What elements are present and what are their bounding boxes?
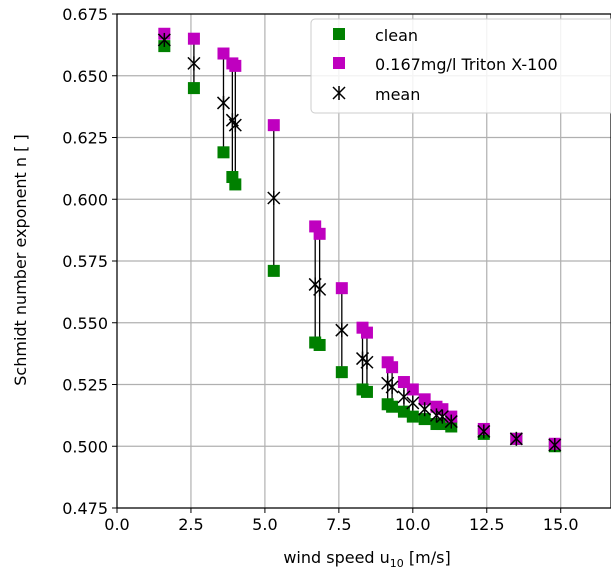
legend-marker-triton [333,57,345,69]
y-tick-label: 0.475 [62,499,108,518]
data-markers [157,27,562,453]
x-tick-label: 2.5 [178,515,203,534]
axis-ticks: 0.0 2.5 5.0 7.5 10.0 12.5 15.0 0.475 0.500 0.525 0… [62,5,578,534]
mean-marker [360,355,374,370]
triton-marker [386,361,399,374]
y-tick-label: 0.675 [62,5,108,24]
mean-marker [444,414,458,429]
y-tick-label: 0.525 [62,376,108,395]
mean-marker [313,282,327,297]
x-tick-label: 12.5 [469,515,505,534]
y-tick-label: 0.550 [62,314,108,333]
clean-marker [335,366,348,379]
mean-marker [187,56,201,71]
clean-marker [418,413,431,426]
triton-marker [229,59,242,72]
y-tick-label: 0.650 [62,67,108,86]
clean-marker [386,400,399,413]
triton-marker [360,326,373,339]
x-tick-label: 15.0 [543,515,579,534]
mean-marker [406,396,420,411]
clean-marker [217,146,230,159]
mean-marker [157,32,171,47]
mean-marker [509,431,523,446]
legend: clean 0.167mg/l Triton X-100 mean [310,18,611,114]
clean-marker [187,82,200,95]
x-axis-label: wind speed u10 [m/s] [283,548,450,570]
legend-label-clean: clean [375,26,418,45]
y-tick-label: 0.625 [62,129,108,148]
mean-marker [397,389,411,404]
x-axis-label-unit: [m/s] [404,548,451,567]
legend-box [310,18,611,114]
x-tick-label: 5.0 [252,515,277,534]
x-tick-label: 10.0 [395,515,431,534]
mean-marker [267,191,281,206]
clean-marker [360,385,373,398]
triton-marker [187,32,200,45]
y-tick-label: 0.600 [62,190,108,209]
legend-label-triton: 0.167mg/l Triton X-100 [375,55,558,74]
y-axis-label: Schmidt number exponent n [ ] [11,134,30,385]
x-axis-label-subscript: 10 [390,557,404,570]
mean-marker [228,118,242,133]
triton-marker [406,383,419,396]
triton-marker [267,119,280,132]
y-tick-label: 0.500 [62,437,108,456]
mean-marker [216,95,231,110]
x-axis-label-main: wind speed u [283,548,389,567]
mean-marker [335,323,349,338]
legend-label-mean: mean [375,85,420,104]
mean-marker [385,379,399,394]
clean-marker [406,410,419,423]
triton-marker [335,282,348,295]
x-tick-label: 0.0 [104,515,129,534]
clean-marker [313,338,326,351]
triton-marker [313,227,326,240]
mean-marker [418,402,432,417]
x-tick-label: 7.5 [326,515,351,534]
mean-marker [435,409,449,424]
triton-marker [217,47,230,60]
mean-marker [477,424,491,439]
legend-marker-clean [333,28,345,40]
clean-marker [229,178,242,191]
triton-marker [418,393,431,406]
y-tick-label: 0.575 [62,252,108,271]
mean-marker [548,438,562,453]
legend-marker-mean [332,86,346,100]
clean-marker [267,264,280,277]
